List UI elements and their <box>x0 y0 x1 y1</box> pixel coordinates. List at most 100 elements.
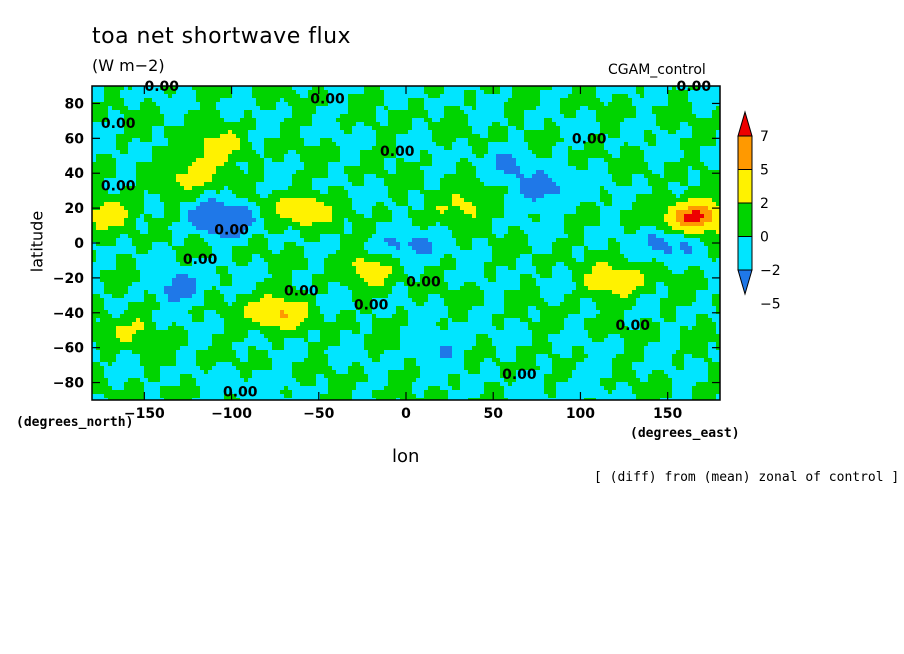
field-cell <box>180 134 184 138</box>
field-cell <box>124 310 128 314</box>
field-cell <box>212 358 216 362</box>
field-cell <box>284 126 288 130</box>
field-cell <box>144 278 148 282</box>
field-cell <box>100 162 104 166</box>
field-cell <box>204 270 208 274</box>
field-cell <box>272 114 276 118</box>
field-cell <box>308 398 312 400</box>
field-cell <box>100 218 104 222</box>
field-cell <box>236 334 240 338</box>
field-cell <box>148 238 152 242</box>
field-cell <box>300 306 304 310</box>
field-cell <box>280 274 284 278</box>
field-cell <box>316 334 320 338</box>
field-cell <box>284 246 288 250</box>
field-cell <box>272 166 276 170</box>
field-cell <box>316 214 320 218</box>
field-cell <box>164 338 168 342</box>
field-cell <box>272 142 276 146</box>
field-cell <box>320 198 324 202</box>
field-cell <box>256 282 260 286</box>
field-cell <box>100 286 104 290</box>
field-cell <box>132 318 136 322</box>
field-cell <box>328 330 332 334</box>
field-cell <box>200 274 204 278</box>
field-cell <box>284 114 288 118</box>
field-cell <box>152 250 156 254</box>
field-cell <box>312 158 316 162</box>
field-cell <box>120 302 124 306</box>
field-cell <box>192 218 196 222</box>
field-cell <box>280 122 284 126</box>
field-cell <box>340 314 344 318</box>
field-cell <box>332 138 336 142</box>
field-cell <box>232 334 236 338</box>
field-cell <box>260 310 264 314</box>
field-cell <box>112 382 116 386</box>
field-cell <box>312 238 316 242</box>
field-cell <box>332 242 336 246</box>
field-cell <box>112 234 116 238</box>
field-cell <box>320 106 324 110</box>
field-cell <box>164 262 168 266</box>
field-cell <box>128 334 132 338</box>
field-cell <box>316 158 320 162</box>
field-cell <box>292 338 296 342</box>
field-cell <box>152 182 156 186</box>
field-cell <box>232 294 236 298</box>
field-cell <box>304 310 308 314</box>
field-cell <box>240 246 244 250</box>
field-cell <box>228 350 232 354</box>
field-cell <box>336 286 340 290</box>
field-cell <box>96 314 100 318</box>
field-cell <box>252 358 256 362</box>
field-cell <box>232 122 236 126</box>
field-cell <box>100 374 104 378</box>
field-cell <box>240 146 244 150</box>
field-cell <box>100 270 104 274</box>
field-cell <box>340 302 344 306</box>
field-cell <box>148 182 152 186</box>
field-cell <box>144 106 148 110</box>
field-cell <box>176 238 180 242</box>
field-cell <box>120 354 124 358</box>
field-cell <box>256 134 260 138</box>
field-cell <box>192 118 196 122</box>
field-cell <box>92 126 96 130</box>
field-cell <box>104 90 108 94</box>
field-cell <box>188 290 192 294</box>
field-cell <box>148 170 152 174</box>
field-cell <box>236 270 240 274</box>
field-cell <box>304 262 308 266</box>
field-cell <box>204 106 208 110</box>
field-cell <box>340 234 344 238</box>
field-cell <box>180 378 184 382</box>
field-cell <box>196 334 200 338</box>
field-cell <box>168 110 172 114</box>
field-cell <box>336 374 340 378</box>
field-cell <box>152 94 156 98</box>
field-cell <box>236 338 240 342</box>
field-cell <box>244 270 248 274</box>
field-cell <box>324 306 328 310</box>
field-cell <box>332 178 336 182</box>
field-cell <box>108 366 112 370</box>
field-cell <box>200 362 204 366</box>
field-cell <box>116 198 120 202</box>
field-cell <box>188 134 192 138</box>
field-cell <box>204 306 208 310</box>
field-cell <box>324 230 328 234</box>
field-cell <box>256 186 260 190</box>
field-cell <box>108 338 112 342</box>
field-cell <box>248 338 252 342</box>
field-cell <box>180 210 184 214</box>
field-cell <box>336 298 340 302</box>
field-cell <box>260 118 264 122</box>
field-cell <box>200 218 204 222</box>
field-cell <box>336 174 340 178</box>
field-cell <box>200 222 204 226</box>
field-cell <box>144 226 148 230</box>
field-cell <box>248 170 252 174</box>
field-cell <box>204 290 208 294</box>
field-cell <box>216 242 220 246</box>
